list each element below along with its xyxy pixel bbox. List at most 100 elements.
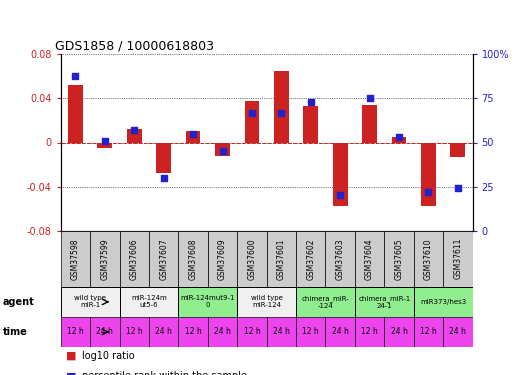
- Bar: [362, 105, 377, 142]
- Bar: [450, 142, 465, 157]
- Point: [277, 110, 286, 116]
- Point: [365, 96, 374, 102]
- Text: GSM37603: GSM37603: [336, 238, 345, 280]
- Bar: [90, 317, 119, 347]
- Text: wild type
miR-1: wild type miR-1: [74, 296, 106, 308]
- Text: ■: ■: [66, 371, 77, 375]
- Bar: [296, 231, 325, 287]
- Bar: [355, 317, 384, 347]
- Text: GSM37605: GSM37605: [394, 238, 403, 280]
- Text: GSM37601: GSM37601: [277, 238, 286, 279]
- Text: 12 h: 12 h: [361, 327, 378, 336]
- Text: GSM37608: GSM37608: [188, 238, 197, 279]
- Text: agent: agent: [3, 297, 34, 307]
- Text: chimera_miR-1
24-1: chimera_miR-1 24-1: [358, 295, 410, 309]
- Bar: [178, 231, 208, 287]
- Text: GSM37604: GSM37604: [365, 238, 374, 280]
- Point: [189, 131, 197, 137]
- Text: 24 h: 24 h: [97, 327, 114, 336]
- Bar: [178, 287, 237, 317]
- Text: percentile rank within the sample: percentile rank within the sample: [82, 371, 247, 375]
- Bar: [61, 231, 90, 287]
- Text: chimera_miR-
-124: chimera_miR- -124: [301, 295, 350, 309]
- Bar: [208, 317, 237, 347]
- Bar: [215, 142, 230, 156]
- Bar: [178, 317, 208, 347]
- Text: GDS1858 / 10000618803: GDS1858 / 10000618803: [55, 39, 214, 53]
- Point: [395, 134, 403, 140]
- Text: GSM37602: GSM37602: [306, 238, 315, 279]
- Bar: [414, 231, 443, 287]
- Bar: [186, 132, 201, 142]
- Text: GSM37609: GSM37609: [218, 238, 227, 280]
- Point: [101, 138, 109, 144]
- Point: [218, 148, 227, 154]
- Text: GSM37606: GSM37606: [130, 238, 139, 280]
- Bar: [61, 317, 90, 347]
- Bar: [384, 231, 414, 287]
- Text: GSM37600: GSM37600: [248, 238, 257, 280]
- Text: miR373/hes3: miR373/hes3: [420, 299, 466, 305]
- Text: 12 h: 12 h: [243, 327, 260, 336]
- Text: 24 h: 24 h: [449, 327, 466, 336]
- Bar: [90, 231, 119, 287]
- Text: 24 h: 24 h: [273, 327, 290, 336]
- Bar: [237, 287, 296, 317]
- Bar: [237, 317, 267, 347]
- Bar: [421, 142, 436, 206]
- Text: 24 h: 24 h: [214, 327, 231, 336]
- Point: [248, 110, 256, 116]
- Bar: [414, 287, 473, 317]
- Point: [159, 175, 168, 181]
- Bar: [325, 231, 355, 287]
- Bar: [333, 142, 347, 206]
- Bar: [237, 231, 267, 287]
- Bar: [119, 317, 149, 347]
- Bar: [119, 287, 178, 317]
- Text: miR-124m
ut5-6: miR-124m ut5-6: [131, 296, 167, 308]
- Bar: [267, 231, 296, 287]
- Point: [454, 185, 462, 191]
- Text: 24 h: 24 h: [332, 327, 348, 336]
- Bar: [384, 317, 414, 347]
- Text: 12 h: 12 h: [303, 327, 319, 336]
- Bar: [119, 231, 149, 287]
- Text: GSM37599: GSM37599: [100, 238, 109, 280]
- Bar: [296, 317, 325, 347]
- Point: [71, 72, 80, 78]
- Point: [130, 127, 138, 133]
- Bar: [127, 129, 142, 142]
- Bar: [244, 100, 259, 142]
- Bar: [443, 231, 473, 287]
- Bar: [304, 106, 318, 142]
- Text: GSM37611: GSM37611: [454, 238, 463, 279]
- Text: log10 ratio: log10 ratio: [82, 351, 135, 361]
- Point: [424, 189, 432, 195]
- Text: 12 h: 12 h: [420, 327, 437, 336]
- Text: GSM37610: GSM37610: [424, 238, 433, 279]
- Bar: [325, 317, 355, 347]
- Bar: [61, 287, 119, 317]
- Bar: [443, 317, 473, 347]
- Point: [336, 192, 344, 198]
- Bar: [98, 142, 112, 148]
- Bar: [208, 231, 237, 287]
- Bar: [414, 317, 443, 347]
- Text: 24 h: 24 h: [155, 327, 172, 336]
- Bar: [392, 137, 407, 142]
- Text: 12 h: 12 h: [67, 327, 84, 336]
- Text: 12 h: 12 h: [126, 327, 143, 336]
- Bar: [267, 317, 296, 347]
- Bar: [149, 317, 178, 347]
- Bar: [355, 287, 414, 317]
- Text: 12 h: 12 h: [185, 327, 202, 336]
- Bar: [355, 231, 384, 287]
- Bar: [149, 231, 178, 287]
- Text: miR-124mut9-1
0: miR-124mut9-1 0: [181, 296, 235, 308]
- Text: time: time: [3, 327, 27, 337]
- Text: GSM37598: GSM37598: [71, 238, 80, 279]
- Bar: [296, 287, 355, 317]
- Bar: [156, 142, 171, 173]
- Bar: [274, 71, 289, 142]
- Text: 24 h: 24 h: [391, 327, 408, 336]
